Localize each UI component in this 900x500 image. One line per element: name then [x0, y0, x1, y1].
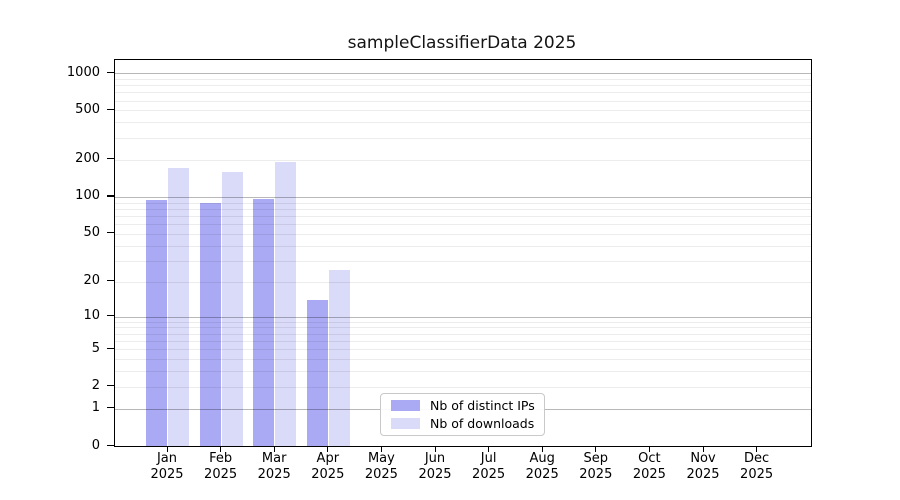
legend: Nb of distinct IPs Nb of downloads: [380, 393, 545, 436]
y-tick-mark-5: [107, 347, 114, 349]
bar-feb-distinct-ips: [199, 202, 221, 446]
x-tick-label-sep: Sep 2025: [579, 451, 613, 482]
x-tick-label-nov: Nov 2025: [686, 451, 720, 482]
bar-apr-downloads: [328, 270, 350, 446]
legend-label-downloads: Nb of downloads: [430, 416, 535, 431]
x-tick-mark-oct: [648, 446, 651, 452]
y-tick-mark-1000: [107, 71, 114, 73]
x-tick-label-oct: Oct 2025: [632, 451, 666, 482]
y-tick-mark-100: [107, 195, 114, 197]
x-tick-mark-apr: [327, 446, 329, 452]
y-tick-label-1: 1: [91, 400, 100, 416]
x-tick-mark-nov: [702, 446, 704, 452]
x-tick-label-jun: Jun 2025: [418, 451, 452, 482]
y-tick-label-20: 20: [83, 273, 100, 289]
y-tick-mark-1: [107, 407, 114, 409]
y-tick-mark-200: [107, 158, 114, 160]
legend-row-downloads: Nb of downloads: [391, 416, 534, 431]
x-tick-label-mar: Mar 2025: [257, 451, 291, 482]
y-tick-mark-50: [107, 232, 114, 234]
bar-feb-downloads: [221, 172, 243, 446]
y-tick-label-100: 100: [75, 188, 100, 204]
x-tick-mark-sep: [595, 446, 597, 452]
y-tick-label-5: 5: [91, 340, 100, 356]
x-tick-mark-jan: [166, 446, 168, 452]
y-tick-label-0: 0: [91, 437, 100, 453]
bar-mar-downloads: [275, 161, 297, 446]
legend-label-distinct-ips: Nb of distinct IPs: [430, 398, 535, 413]
x-tick-label-feb: Feb 2025: [204, 451, 238, 482]
y-tick-label-2: 2: [91, 378, 100, 394]
x-tick-mark-aug: [541, 446, 543, 452]
y-tick-mark-20: [107, 280, 114, 282]
x-tick-label-dec: Dec 2025: [740, 451, 774, 482]
bar-jan-downloads: [168, 167, 189, 446]
y-tick-label-200: 200: [75, 151, 100, 167]
bars-layer: [115, 60, 811, 446]
y-tick-label-500: 500: [75, 101, 100, 117]
y-tick-mark-10: [107, 315, 114, 317]
x-tick-mark-jun: [434, 446, 436, 452]
legend-swatch-downloads-icon: [391, 418, 420, 429]
plot-area: Nb of distinct IPs Nb of downloads: [114, 59, 812, 447]
x-tick-label-jul: Jul 2025: [472, 451, 506, 482]
y-tick-label-1000: 1000: [66, 64, 100, 80]
x-tick-mark-mar: [273, 446, 275, 452]
y-tick-mark-500: [107, 108, 114, 111]
x-tick-mark-may: [380, 446, 383, 452]
x-tick-label-may: May 2025: [364, 451, 398, 482]
y-tick-label-10: 10: [83, 308, 100, 324]
y-tick-mark-2: [107, 385, 114, 387]
bar-apr-distinct-ips: [306, 299, 328, 446]
x-tick-label-aug: Aug 2025: [525, 451, 559, 482]
x-tick-mark-dec: [756, 446, 758, 452]
x-tick-label-jan: Jan 2025: [150, 451, 184, 482]
legend-row-distinct-ips: Nb of distinct IPs: [391, 398, 535, 413]
y-tick-mark-0: [107, 444, 114, 446]
y-tick-label-50: 50: [83, 225, 100, 241]
x-tick-mark-feb: [220, 446, 222, 452]
legend-swatch-distinct-ips-icon: [391, 400, 420, 411]
bar-jan-distinct-ips: [146, 200, 167, 446]
x-tick-label-apr: Apr 2025: [311, 451, 345, 482]
x-tick-mark-jul: [488, 446, 490, 452]
bar-mar-distinct-ips: [253, 198, 275, 446]
chart-title: sampleClassifierData 2025: [347, 33, 577, 53]
